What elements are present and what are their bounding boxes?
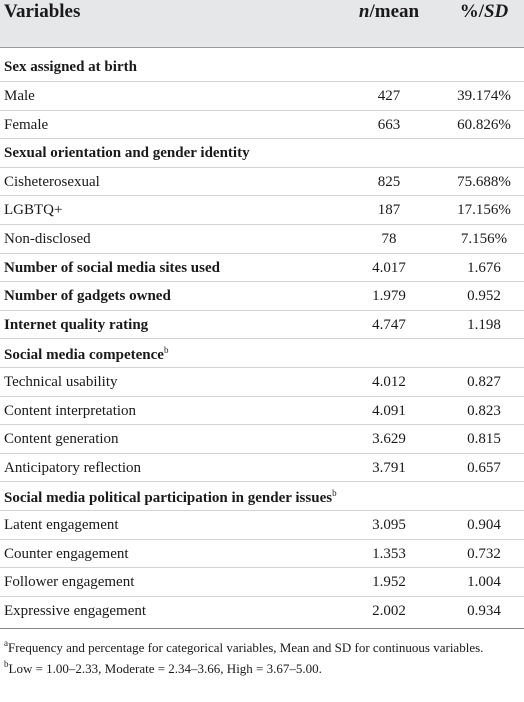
table-footnotes: aFrequency and percentage for categorica…	[0, 629, 524, 678]
table-row: Sex assigned at birth	[0, 48, 524, 82]
header-n-mean: n/mean	[358, 1, 420, 22]
table-row: Social media competenceb	[0, 339, 524, 368]
table-header: Variables n/mean %/SD	[0, 0, 524, 48]
table-row: Content interpretation 4.091 0.823	[0, 397, 524, 426]
table-row: Internet quality rating 4.747 1.198	[0, 311, 524, 340]
table-row: Female 663 60.826%	[0, 111, 524, 140]
table-row: Male 427 39.174%	[0, 82, 524, 111]
table-row: Expressive engagement 2.002 0.934	[0, 597, 524, 629]
table-row: LGBTQ+ 187 17.156%	[0, 196, 524, 225]
table-row: Technical usability 4.012 0.827	[0, 368, 524, 397]
footnote-b: bLow = 1.00–2.33, Moderate = 2.34–3.66, …	[4, 659, 322, 677]
table-row: Number of social media sites used 4.017 1.…	[0, 254, 524, 283]
footnote-a: aFrequency and percentage for categorica…	[4, 637, 484, 655]
header-variables: Variables	[4, 1, 81, 22]
table-row: Counter engagement 1.353 0.732	[0, 540, 524, 569]
data-table: Variables n/mean %/SD Sex assigned at bi…	[0, 0, 524, 678]
table-row: Sexual orientation and gender identity	[0, 139, 524, 168]
table-row: Content generation 3.629 0.815	[0, 425, 524, 454]
table-row: Non-disclosed 78 7.156%	[0, 225, 524, 254]
table-row: Anticipatory reflection 3.791 0.657	[0, 454, 524, 483]
table-row: Latent engagement 3.095 0.904	[0, 511, 524, 540]
header-pct-sd: %/SD	[459, 1, 509, 22]
table-row: Cisheterosexual 825 75.688%	[0, 168, 524, 197]
table-row: Follower engagement 1.952 1.004	[0, 568, 524, 597]
table-row: Number of gadgets owned 1.979 0.952	[0, 282, 524, 311]
table-row: Social media political participation in …	[0, 482, 524, 511]
